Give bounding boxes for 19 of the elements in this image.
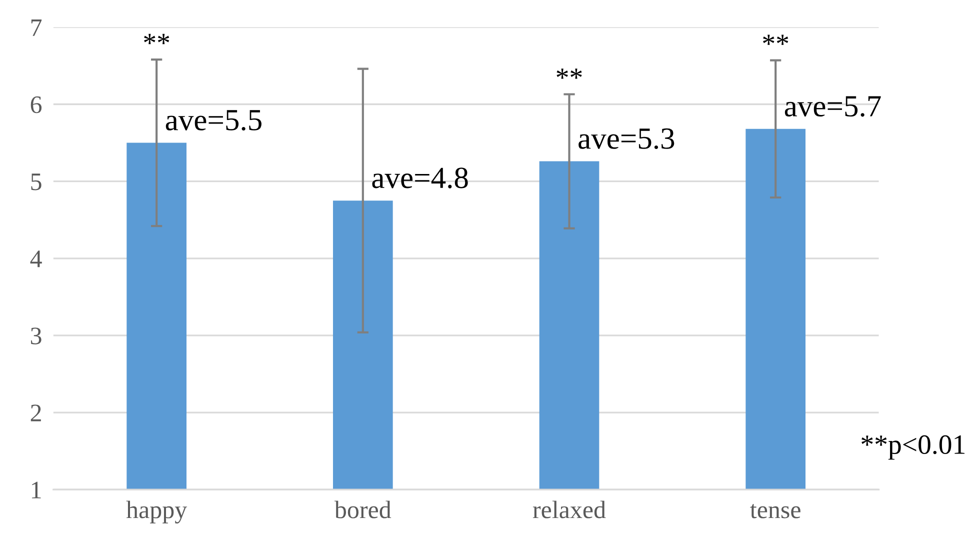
y-tick-label: 5 [31, 174, 42, 190]
data-label: ave=5.3 [578, 128, 674, 150]
y-tick-label: 6 [30, 96, 42, 114]
annotation: ** [556, 68, 582, 79]
x-tick-label: happy [126, 500, 188, 524]
y-tick-label: 1 [32, 482, 41, 498]
y-tick-label: 2 [30, 404, 41, 422]
annotation: ** [763, 34, 788, 45]
y-tick-label: 3 [30, 328, 42, 344]
x-tick-label: tense [750, 504, 800, 518]
x-tick-label: bored [334, 500, 392, 518]
data-label: ave=4.8 [372, 168, 468, 188]
x-tick-label: relaxed [532, 500, 606, 518]
data-label: ave=5.7 [784, 96, 881, 117]
annotation: ** [144, 34, 170, 44]
annotation: **p<0.01 [862, 435, 964, 460]
y-tick-label: 4 [30, 250, 42, 268]
data-label: ave=5.5 [166, 110, 262, 131]
y-tick-label: 7 [31, 20, 42, 36]
